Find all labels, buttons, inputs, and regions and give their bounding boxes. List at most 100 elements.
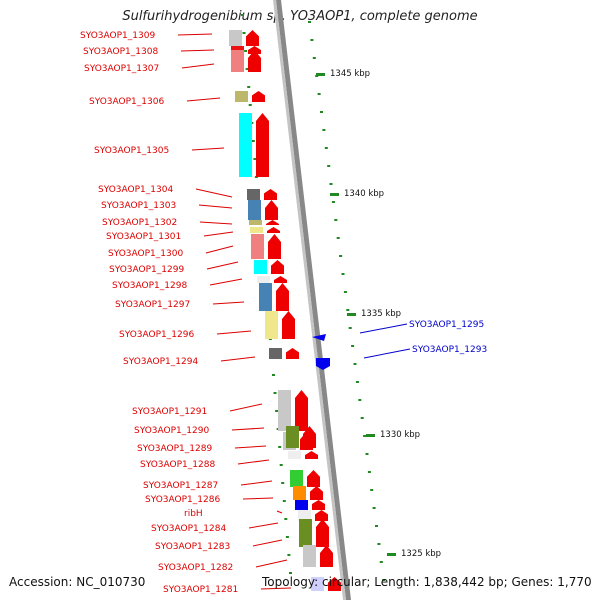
feature-reverse[interactable]: SYO3AOP1_1293 [316,345,487,370]
gene-arrow [276,283,289,311]
gene-feature[interactable]: SYO3AOP1_1300 [108,234,281,259]
gene-arrow [307,470,320,487]
gene-cog-box [235,91,248,102]
gene-label[interactable]: SYO3AOP1_1283 [155,542,230,552]
gene-cog-box [286,426,299,448]
gene-label[interactable]: SYO3AOP1_1309 [80,31,155,41]
gene-label[interactable]: ribH [184,509,203,519]
gene-label[interactable]: SYO3AOP1_1282 [158,563,233,573]
gene-label-leader [180,49,215,52]
gene-feature[interactable]: SYO3AOP1_1289 [137,426,316,454]
minor-tick [370,489,374,491]
minor-tick [334,219,338,221]
gene-arrow [286,348,299,359]
gene-feature[interactable]: SYO3AOP1_1286 [145,486,323,505]
gene-label-leader [199,221,233,225]
gene-arrow [303,426,316,448]
gene-arrow [248,50,261,72]
gene-feature[interactable]: SYO3AOP1_1297 [115,283,289,311]
gene-label[interactable]: SYO3AOP1_1281 [163,585,238,595]
gene-cog-box [299,519,312,547]
gene-feature[interactable]: SYO3AOP1_1304 [98,185,277,200]
gene-label[interactable]: SYO3AOP1_1289 [137,444,212,454]
gene-label[interactable]: SYO3AOP1_1288 [140,460,215,470]
scale-tick [366,434,375,437]
gene-label[interactable]: SYO3AOP1_1300 [108,249,183,259]
minor-tick [310,39,314,41]
gene-cog-box [249,220,262,225]
scale-label: 1330 kbp [380,430,420,440]
minor-tick [282,500,286,502]
gene-feature[interactable]: SYO3AOP1_1298 [112,276,287,291]
gene-feature[interactable]: SYO3AOP1_1302 [102,218,279,228]
gene-feature[interactable]: SYO3AOP1_1284 [151,510,328,534]
gene-label-leader [186,97,221,102]
minor-tick [253,158,257,160]
gene-feature[interactable]: SYO3AOP1_1299 [109,260,284,275]
gene-cog-box [239,113,252,177]
gene-cog-box [265,311,278,339]
gene-label[interactable]: SYO3AOP1_1298 [112,281,187,291]
feature-label[interactable]: SYO3AOP1_1295 [409,320,484,330]
gene-feature[interactable]: ribH [184,500,325,519]
gene-label[interactable]: SYO3AOP1_1284 [151,524,226,534]
gene-label[interactable]: SYO3AOP1_1290 [134,426,209,436]
gene-label[interactable]: SYO3AOP1_1302 [102,218,177,228]
gene-cog-box [250,227,263,233]
gene-feature[interactable]: SYO3AOP1_1288 [140,451,318,470]
gene-label[interactable]: SYO3AOP1_1299 [109,265,184,275]
gene-feature[interactable]: SYO3AOP1_1291 [132,390,308,431]
gene-label-leader [191,147,225,151]
gene-arrow [264,189,277,200]
gene-label[interactable]: SYO3AOP1_1305 [94,146,169,156]
gene-label[interactable]: SYO3AOP1_1291 [132,407,207,417]
minor-tick [377,543,381,545]
gene-label-leader [205,245,234,254]
minor-tick [285,536,289,538]
gene-cog-box [259,283,272,311]
gene-feature[interactable]: SYO3AOP1_1306 [89,91,265,107]
gene-label-leader [276,510,283,514]
gene-feature[interactable]: SYO3AOP1_1294 [123,348,299,367]
gene-label[interactable]: SYO3AOP1_1308 [83,47,158,57]
gene-label[interactable]: SYO3AOP1_1287 [143,481,218,491]
gene-label-leader [242,497,274,500]
gene-label-leader [220,356,256,362]
gene-cog-box [288,451,301,459]
gene-label[interactable]: SYO3AOP1_1307 [84,64,159,74]
gene-arrow [328,577,341,591]
gene-feature[interactable]: SYO3AOP1_1296 [119,311,295,340]
gene-feature[interactable]: SYO3AOP1_1287 [143,470,320,491]
scale-label: 1335 kbp [361,309,401,319]
gene-cog-box [231,50,244,72]
gene-label[interactable]: SYO3AOP1_1296 [119,330,194,340]
gene-feature[interactable]: SYO3AOP1_1282 [158,545,333,573]
feature-label[interactable]: SYO3AOP1_1293 [412,345,487,355]
gene-label[interactable]: SYO3AOP1_1301 [106,232,181,242]
gene-feature[interactable]: SYO3AOP1_1301 [106,227,280,242]
gene-label-leader [240,480,273,486]
minor-tick [372,507,376,509]
gene-label[interactable]: SYO3AOP1_1294 [123,357,198,367]
gene-label[interactable]: SYO3AOP1_1297 [115,300,190,310]
gene-label-leader [234,445,267,449]
gene-label-leader [237,459,270,465]
gene-label-leader [209,278,243,286]
gene-feature[interactable]: SYO3AOP1_1303 [101,200,278,220]
gene-feature[interactable]: SYO3AOP1_1305 [94,113,269,177]
minor-tick [346,309,350,311]
gene-label[interactable]: SYO3AOP1_1304 [98,185,173,195]
feature-reverse[interactable]: SYO3AOP1_1295 [312,320,484,341]
minor-tick [367,471,371,473]
gene-feature[interactable]: SYO3AOP1_1309 [80,30,259,46]
gene-label[interactable]: SYO3AOP1_1306 [89,97,164,107]
gene-arrow [305,451,318,459]
minor-tick [351,345,355,347]
gene-feature[interactable]: SYO3AOP1_1283 [155,519,329,552]
gene-feature[interactable]: SYO3AOP1_1307 [84,50,261,74]
scale-label: 1345 kbp [330,69,370,79]
gene-feature[interactable]: SYO3AOP1_1281 [163,577,341,595]
gene-label[interactable]: SYO3AOP1_1286 [145,495,220,505]
gene-label[interactable]: SYO3AOP1_1303 [101,201,176,211]
